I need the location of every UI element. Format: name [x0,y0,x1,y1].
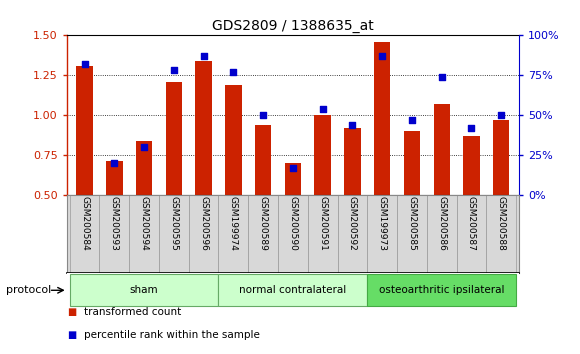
Text: normal contralateral: normal contralateral [240,285,346,295]
Bar [219,274,367,306]
Bar [99,195,129,273]
Bar [338,195,367,273]
Bar [404,131,420,195]
Point [288,165,298,170]
Bar [159,195,188,273]
Point [407,117,416,122]
Text: GSM199973: GSM199973 [378,196,387,251]
Text: GSM200592: GSM200592 [348,196,357,251]
Text: percentile rank within the sample: percentile rank within the sample [84,330,260,339]
Text: transformed count: transformed count [84,307,182,316]
Bar [397,195,427,273]
Point [259,112,268,118]
Text: GSM200585: GSM200585 [408,196,416,251]
Text: GSM200594: GSM200594 [140,196,148,251]
Text: GSM200587: GSM200587 [467,196,476,251]
Point [348,122,357,127]
Text: GSM200589: GSM200589 [259,196,267,251]
Point [110,160,119,166]
Bar [255,125,271,195]
Bar [427,195,456,273]
Bar [225,85,241,195]
Text: GSM200590: GSM200590 [288,196,298,251]
Text: osteoarthritic ipsilateral: osteoarthritic ipsilateral [379,285,505,295]
Text: GSM200593: GSM200593 [110,196,119,251]
Bar [195,61,212,195]
Point [139,144,148,150]
Text: sham: sham [130,285,158,295]
Point [496,112,506,118]
Point [80,61,89,67]
Bar [367,195,397,273]
Bar [136,141,153,195]
Text: protocol: protocol [6,285,51,295]
Point [378,53,387,59]
Point [437,74,447,80]
Bar [487,195,516,273]
Text: GSM200588: GSM200588 [496,196,506,251]
Point [467,125,476,131]
Bar [314,115,331,195]
Text: GSM200591: GSM200591 [318,196,327,251]
Text: GSM200596: GSM200596 [199,196,208,251]
Bar [308,195,338,273]
Bar [345,128,361,195]
Title: GDS2809 / 1388635_at: GDS2809 / 1388635_at [212,19,374,33]
Bar [77,65,93,195]
Bar [70,274,219,306]
Bar [248,195,278,273]
Bar [70,195,99,273]
Text: GSM200584: GSM200584 [80,196,89,251]
Bar [106,161,122,195]
Text: GSM200595: GSM200595 [169,196,178,251]
Bar [219,195,248,273]
Bar [456,195,487,273]
Bar [463,136,480,195]
Point [169,68,179,73]
Bar [493,120,509,195]
Bar [188,195,219,273]
Bar [278,195,308,273]
Text: GSM200586: GSM200586 [437,196,446,251]
Bar [374,42,390,195]
Point [229,69,238,75]
Text: ■: ■ [67,307,76,316]
Point [318,106,327,112]
Text: ■: ■ [67,330,76,339]
Bar [285,163,301,195]
Point [199,53,208,59]
Text: GSM199974: GSM199974 [229,196,238,251]
Bar [433,104,450,195]
Bar [367,274,516,306]
Bar [166,81,182,195]
Bar [129,195,159,273]
